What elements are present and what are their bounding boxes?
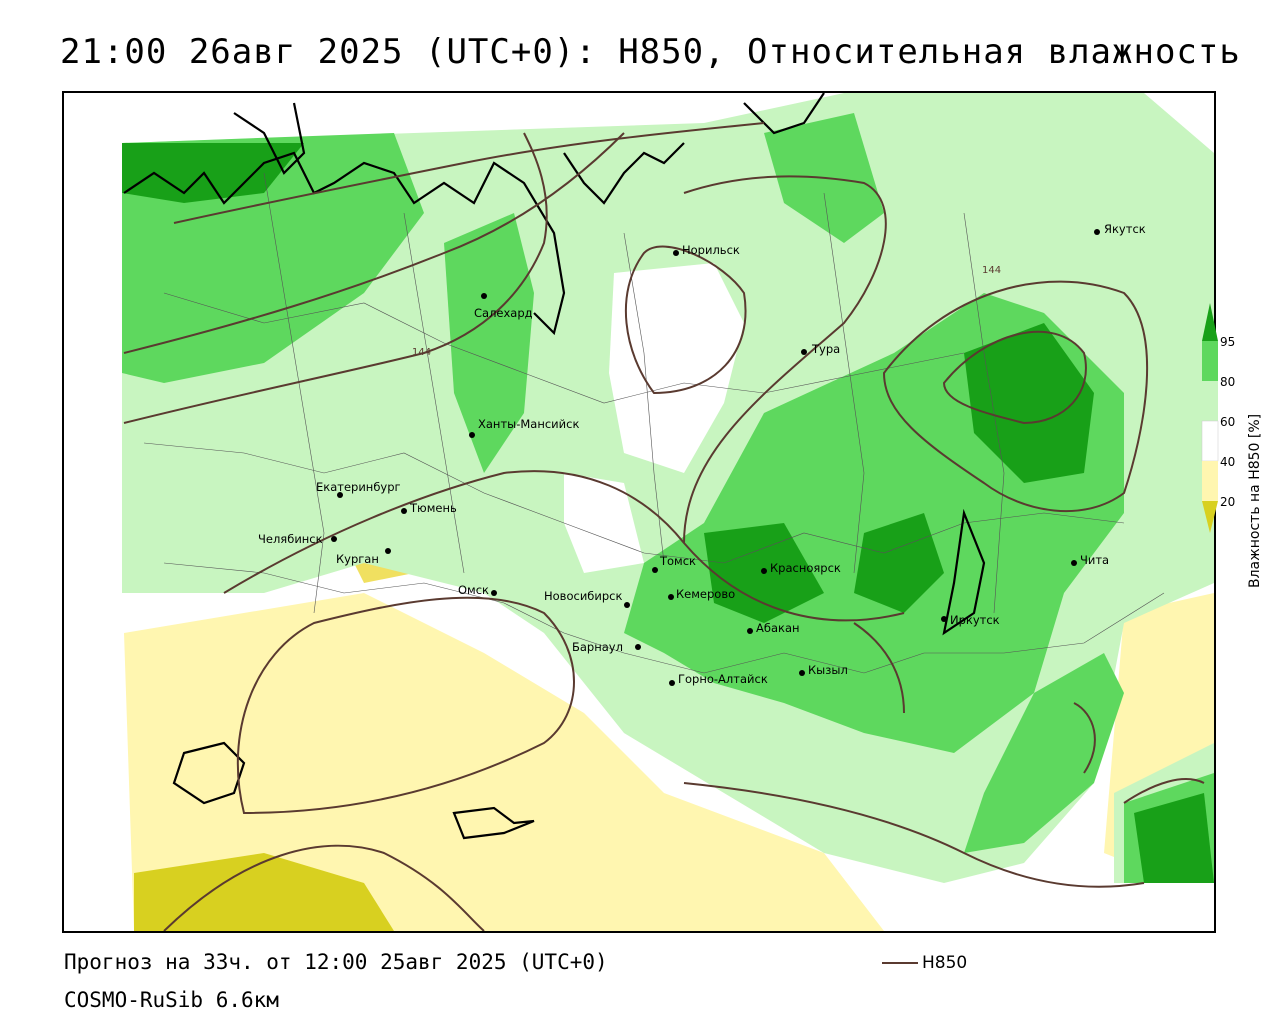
city-dot-irkutsk: [941, 616, 947, 622]
city-dot-kemerovo: [668, 594, 674, 600]
city-label-abakan: Абакан: [756, 621, 800, 635]
city-dot-omsk: [491, 590, 497, 596]
map-area: 144 144 Якутск Норильск Салехард Тура Ха…: [62, 91, 1216, 933]
city-dot-tyumen: [401, 508, 407, 514]
city-label-barnaul: Барнаул: [572, 640, 623, 654]
city-label-yakutsk: Якутск: [1104, 222, 1146, 236]
city-markers: Якутск Норильск Салехард Тура Ханты-Манс…: [258, 222, 1146, 686]
humidity-legend: 95 80 60 40 20: [1200, 303, 1260, 593]
city-label-norilsk: Норильск: [682, 243, 740, 257]
clear-zone-middle: [564, 473, 644, 573]
city-dot-novosibirsk: [624, 602, 630, 608]
legend-bottom-arrow: [1202, 501, 1218, 533]
saturated-zone-se: [1134, 793, 1214, 883]
city-dot-barnaul: [635, 644, 641, 650]
legend-tick-80: 80: [1220, 375, 1236, 389]
city-dot-kurgan: [385, 548, 391, 554]
city-dot-chelyabinsk: [331, 536, 337, 542]
city-label-tyumen: Тюмень: [409, 501, 457, 515]
legend-colorbar: [1201, 303, 1219, 533]
contour-legend: H850: [882, 953, 967, 973]
forecast-info: Прогноз на 33ч. от 12:00 25авг 2025 (UTC…: [64, 950, 608, 974]
saturated-zone-east: [964, 323, 1094, 483]
city-dot-abakan: [747, 628, 753, 634]
legend-tick-40: 40: [1220, 455, 1236, 469]
city-dot-yekaterinburg: [337, 492, 343, 498]
legend-tick-95: 95: [1220, 335, 1236, 349]
city-label-khanty: Ханты-Мансийск: [478, 417, 579, 431]
legend-top-arrow: [1202, 303, 1218, 341]
city-label-kemerovo: Кемерово: [676, 587, 735, 601]
city-label-tomsk: Томск: [659, 554, 696, 568]
legend-tick-60: 60: [1220, 415, 1236, 429]
legend-tick-20: 20: [1220, 495, 1236, 509]
city-label-irkutsk: Иркутск: [950, 613, 1000, 627]
contour-label-1: 144: [412, 347, 431, 358]
legend-band-moist: [1202, 381, 1218, 421]
legend-title: Влажность на H850 [%]: [1247, 413, 1263, 588]
city-label-omsk: Омск: [458, 583, 489, 597]
city-label-novosibirsk: Новосибирск: [544, 589, 622, 603]
model-info: COSMO-RuSib 6.6км: [64, 988, 279, 1012]
city-label-tura: Тура: [811, 342, 840, 356]
wet-zone-east-band: [964, 653, 1124, 853]
wet-zone-west: [444, 213, 534, 473]
legend-band-neutral: [1201, 420, 1219, 462]
legend-band-dry: [1202, 461, 1218, 501]
saturated-zone-south: [854, 513, 944, 613]
map-title: 21:00 26авг 2025 (UTC+0): H850, Относите…: [60, 32, 1241, 72]
city-dot-tomsk: [652, 567, 658, 573]
legend-band-wet: [1202, 341, 1218, 381]
h850-contours: [123, 122, 1205, 931]
city-dot-salekhard: [481, 293, 487, 299]
city-label-gorno-altaysk: Горно-Алтайск: [678, 672, 768, 686]
city-dot-yakutsk: [1094, 229, 1100, 235]
clear-zone-center: [609, 263, 744, 473]
city-label-yekaterinburg: Екатеринбург: [316, 480, 401, 494]
city-label-chelyabinsk: Челябинск: [258, 532, 323, 546]
city-dot-tura: [801, 349, 807, 355]
city-label-chita: Чита: [1080, 553, 1109, 567]
contour-label-2: 144: [982, 265, 1001, 276]
city-dot-gorno-altaysk: [669, 680, 675, 686]
city-dot-chita: [1071, 560, 1077, 566]
city-label-krasnoyarsk: Красноярск: [770, 561, 841, 575]
city-label-salekhard: Салехард: [474, 306, 533, 320]
contour-legend-label: H850: [922, 953, 968, 973]
city-label-kyzyl: Кызыл: [808, 663, 848, 677]
very-dry-zone-1: [134, 853, 394, 931]
city-dot-krasnoyarsk: [761, 568, 767, 574]
humidity-map: 144 144 Якутск Норильск Салехард Тура Ха…: [122, 93, 1214, 931]
city-dot-norilsk: [673, 250, 679, 256]
saturated-zone-nw: [122, 143, 304, 203]
contour-legend-line: [882, 962, 918, 964]
city-label-kurgan: Курган: [336, 552, 379, 566]
city-dot-khanty: [469, 432, 475, 438]
city-dot-kyzyl: [799, 670, 805, 676]
coastline: [123, 93, 986, 840]
